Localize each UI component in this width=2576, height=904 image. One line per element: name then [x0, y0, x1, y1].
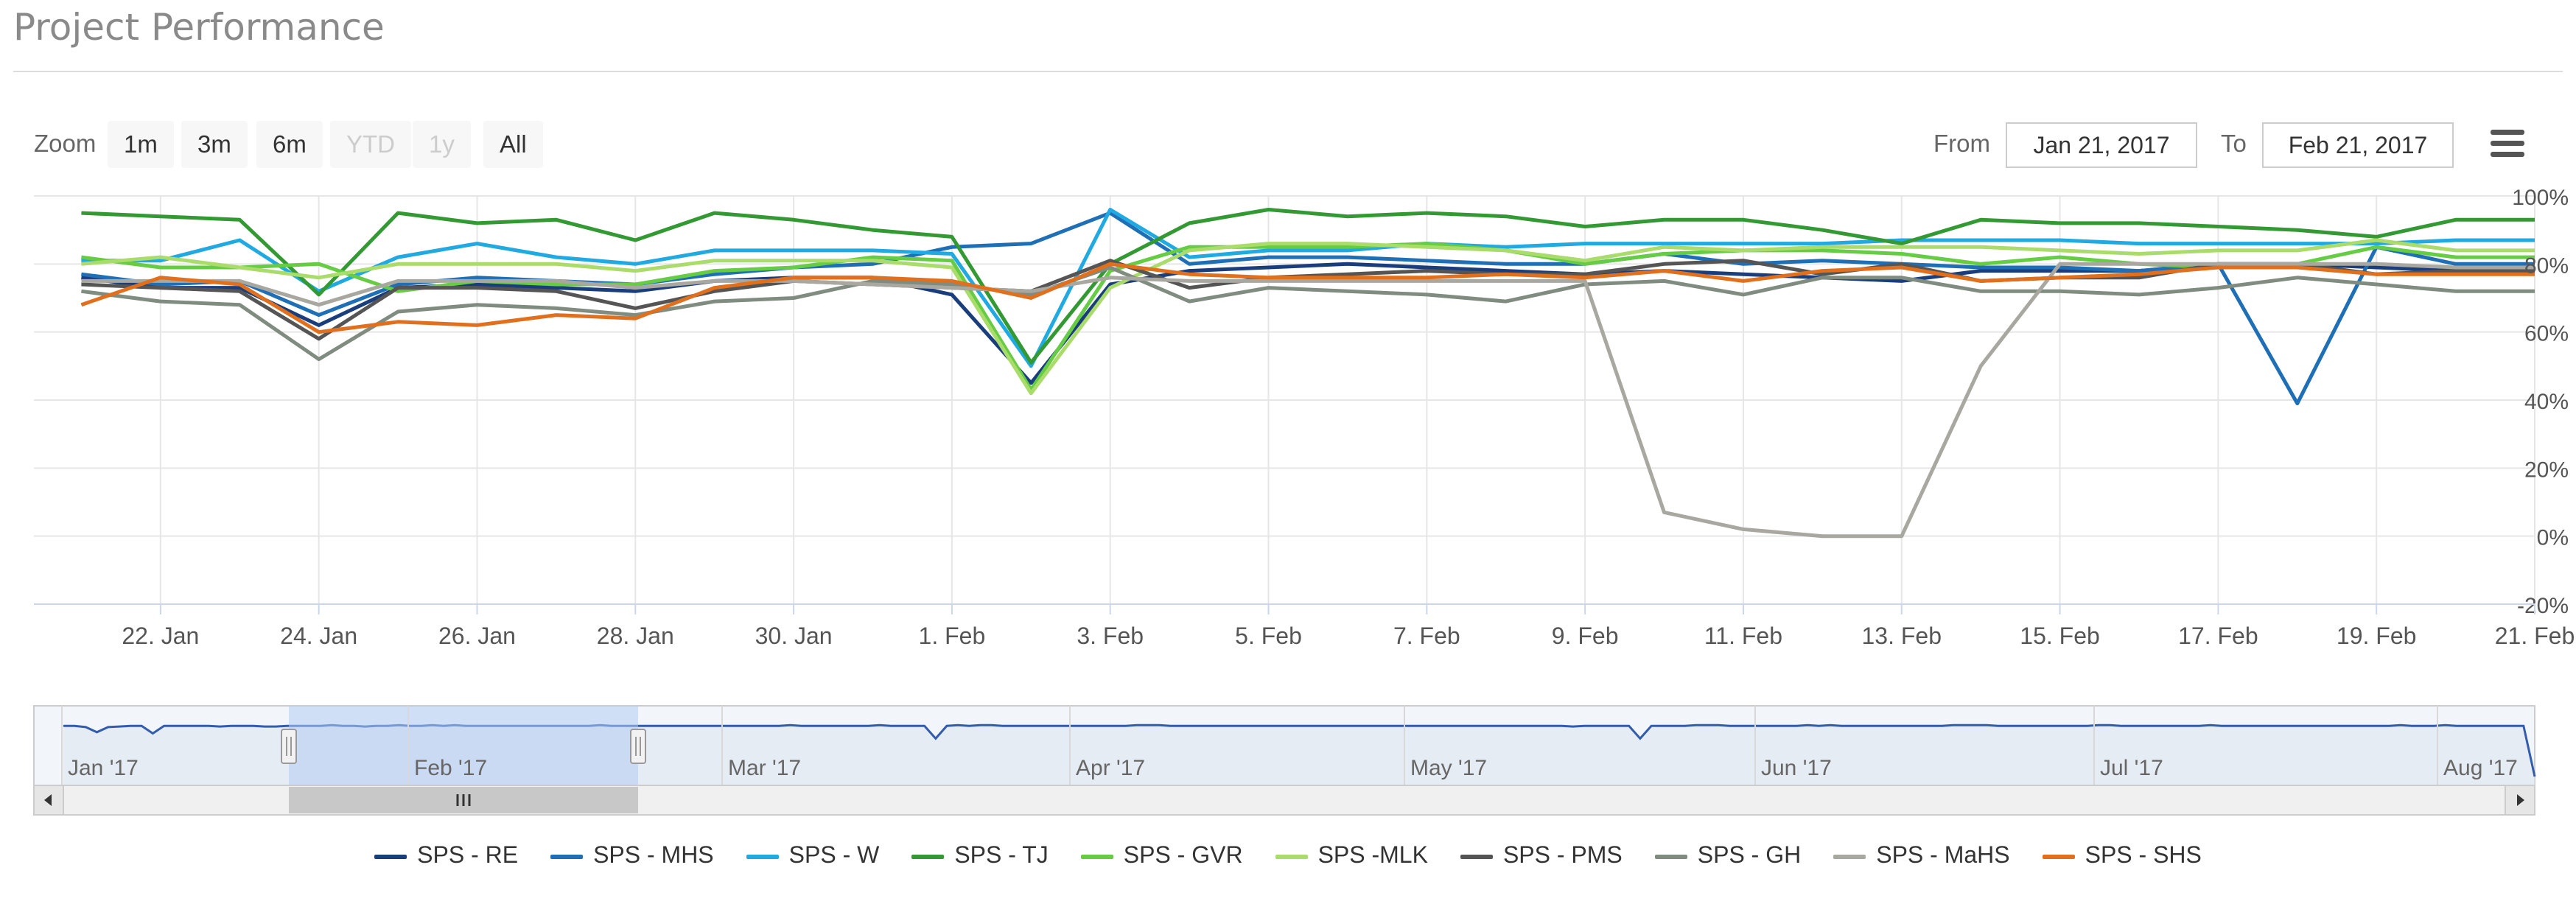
y-tick-label: 80% [2524, 253, 2569, 278]
y-tick-label: 60% [2524, 322, 2569, 346]
x-tick-label: 24. Jan [280, 623, 357, 649]
zoom-1y-button: 1y [413, 121, 471, 168]
navigator-month-label: Jan '17 [68, 756, 139, 780]
navigator-month-label: Apr '17 [1076, 756, 1145, 780]
series-line-sps-mahs[interactable] [81, 262, 2535, 539]
navigator-handle[interactable] [630, 729, 646, 764]
navigator-month-label: Aug '17 [2443, 756, 2518, 780]
navigator-month-label: Jul '17 [2100, 756, 2163, 780]
navigator-selected-range[interactable] [289, 706, 638, 785]
axis-layer: 100% 80% 60% 40% 20% 0% -20% 22. Jan 24. Jan 26. … [34, 186, 2575, 649]
legend-item[interactable]: SPS - SHS [2042, 841, 2202, 869]
zoom-1m-button[interactable]: 1m [108, 121, 174, 168]
legend-label: SPS -MLK [1317, 841, 1428, 868]
legend-symbol [1654, 854, 1687, 859]
x-tick-label: 11. Feb [1704, 623, 1782, 649]
series-line-sps-shs[interactable] [80, 262, 2535, 334]
zoom-6m-button[interactable]: 6m [256, 121, 323, 168]
title-divider [13, 71, 2563, 72]
x-tick-label: 7. Feb [1393, 623, 1460, 649]
series-line-sps-tj[interactable] [81, 208, 2535, 365]
legend-item[interactable]: SPS - GVR [1080, 841, 1243, 869]
series-line-sps-mlk[interactable] [81, 238, 2535, 396]
y-tick-label: -20% [2517, 594, 2569, 618]
hamburger-menu-icon[interactable] [2491, 130, 2524, 162]
to-date-input[interactable]: Feb 21, 2017 [2262, 122, 2454, 168]
series-layer [80, 208, 2535, 539]
x-tick-label: 1. Feb [919, 623, 986, 649]
navigator-month-label: Mar '17 [728, 756, 801, 780]
legend-item[interactable]: SPS -MLK [1275, 841, 1428, 869]
x-tick-label: 13. Feb [1862, 623, 1942, 649]
legend-symbol [1275, 854, 1308, 859]
legend-item[interactable]: SPS - TJ [911, 841, 1049, 869]
page-title: Project Performance [13, 6, 385, 49]
zoom-ytd-button: YTD [330, 121, 411, 168]
x-tick-label: 26. Jan [438, 623, 516, 649]
legend-item[interactable]: SPS - W [746, 841, 880, 869]
legend-label: SPS - PMS [1502, 841, 1623, 868]
legend-symbol [550, 854, 584, 859]
legend-symbol [1460, 854, 1493, 859]
x-tick-label: 28. Jan [597, 623, 674, 649]
legend-label: SPS - MHS [593, 841, 714, 868]
y-tick-label: 20% [2524, 458, 2569, 482]
from-date-input[interactable]: Jan 21, 2017 [2006, 122, 2197, 168]
legend-item[interactable]: SPS - MHS [550, 841, 714, 869]
y-tick-label: 100% [2512, 186, 2569, 210]
scroll-left-arrow-icon [44, 794, 52, 806]
legend-label: SPS - GVR [1123, 841, 1243, 868]
legend-label: SPS - RE [417, 841, 519, 868]
x-tick-label: 22. Jan [122, 623, 199, 649]
navigator-month-label: Jun '17 [1761, 756, 1832, 780]
x-tick-label: 17. Feb [2178, 623, 2258, 649]
legend-symbol [2042, 854, 2075, 859]
zoom-label: Zoom [34, 130, 97, 157]
legend-label: SPS - MaHS [1876, 841, 2010, 868]
series-line-sps-mhs[interactable] [81, 211, 2535, 406]
legend-item[interactable]: SPS - PMS [1460, 841, 1623, 869]
navigator-month-label: Feb '17 [414, 756, 487, 780]
scroll-right-arrow-icon [2517, 794, 2524, 806]
x-tick-label: 19. Feb [2337, 623, 2417, 649]
y-tick-label: 0% [2537, 526, 2569, 550]
navigator-month-label: May '17 [1410, 756, 1487, 780]
legend-label: SPS - SHS [2085, 841, 2202, 868]
legend-item[interactable]: SPS - MaHS [1833, 841, 2010, 869]
navigator-area [63, 725, 2535, 785]
to-label: To [2221, 130, 2247, 157]
series-line-sps-gh[interactable] [81, 265, 2535, 362]
y-tick-label: 40% [2524, 390, 2569, 414]
legend-item[interactable]: SPS - GH [1654, 841, 1802, 869]
zoom-3m-button[interactable]: 3m [181, 121, 248, 168]
legend-label: SPS - TJ [954, 841, 1049, 868]
legend-label: SPS - GH [1697, 841, 1802, 868]
legend-symbol [1833, 854, 1866, 859]
legend-item[interactable]: SPS - RE [374, 841, 518, 869]
x-tick-label: 15. Feb [2020, 623, 2100, 649]
x-tick-label: 3. Feb [1077, 623, 1144, 649]
legend-symbol [1080, 854, 1113, 859]
x-tick-label: 5. Feb [1235, 623, 1302, 649]
legend-symbol [374, 854, 407, 859]
navigator[interactable]: Jan '17 Feb '17 Mar '17 Apr '17 May '17 Jun '… [33, 705, 2536, 816]
x-tick-label: 30. Jan [755, 623, 833, 649]
legend-label: SPS - W [788, 841, 880, 868]
series-line-sps-w[interactable] [81, 208, 2535, 368]
x-tick-label: 9. Feb [1552, 623, 1619, 649]
legend-symbol [746, 854, 779, 859]
chart-legend: SPS - RE SPS - MHS SPS - W SPS - TJ SPS - GV… [0, 841, 2576, 869]
zoom-all-button[interactable]: All [483, 121, 543, 168]
x-tick-label: 21. Feb [2495, 623, 2575, 649]
navigator-handle[interactable] [281, 729, 297, 764]
from-label: From [1933, 130, 1990, 157]
legend-symbol [911, 854, 945, 859]
